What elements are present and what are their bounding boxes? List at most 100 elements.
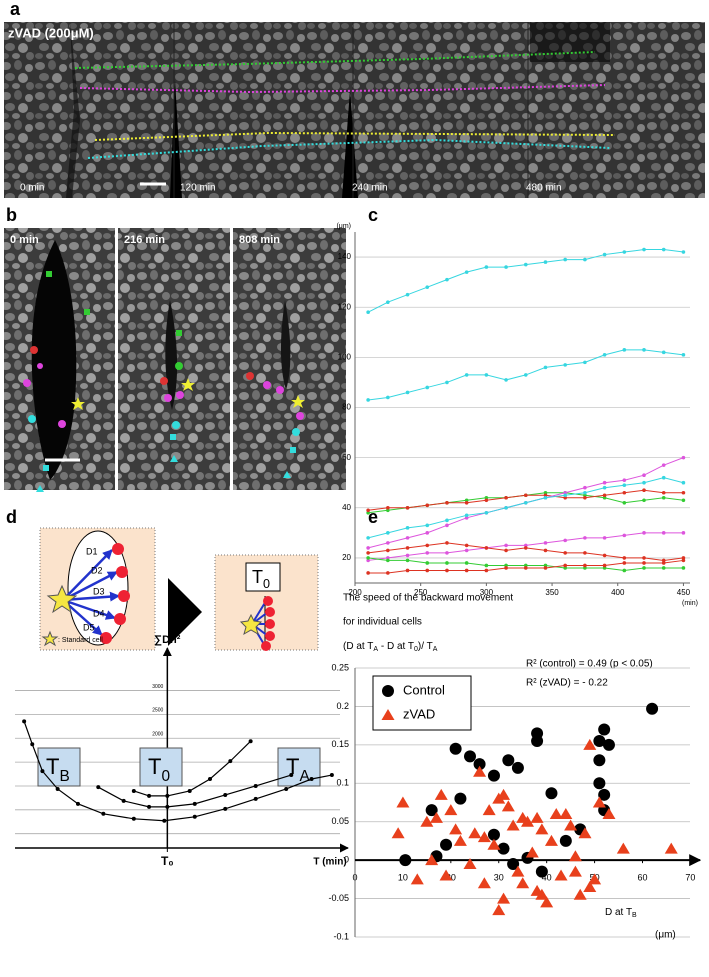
x-unit: (min) [682, 600, 698, 607]
y-tick-label: 0.05 [331, 816, 349, 826]
point [504, 566, 508, 570]
point [477, 831, 491, 843]
point [391, 827, 405, 839]
point [661, 490, 666, 495]
panel-label: d [6, 507, 17, 527]
point [559, 834, 572, 847]
point [563, 490, 567, 495]
point [121, 798, 126, 803]
distance-label: D1 [86, 546, 98, 556]
point [425, 543, 430, 548]
point [425, 568, 430, 573]
legend-label: Control [403, 682, 445, 697]
point [425, 385, 430, 390]
point [425, 804, 438, 817]
point [22, 719, 27, 724]
point [445, 561, 449, 565]
point [642, 498, 646, 503]
annotation: R² (zVAD) = - 0.22 [526, 678, 608, 689]
point [523, 373, 528, 377]
title-formula: (D at TA - D at T0)/ TA [343, 641, 438, 654]
point [487, 828, 500, 841]
point [192, 814, 197, 819]
panel-d-diagram [39, 527, 319, 651]
point [602, 493, 607, 498]
legend-marker [381, 709, 395, 720]
point [453, 834, 467, 846]
point [284, 786, 289, 791]
point [386, 395, 390, 400]
subscript: 0 [161, 768, 170, 785]
point [511, 761, 524, 774]
point [583, 360, 587, 365]
point [602, 808, 616, 820]
x-tick-label: T₀ [161, 854, 174, 868]
point [642, 566, 646, 570]
y-tick-label: 100 [338, 352, 352, 361]
panel-label: a [10, 0, 21, 19]
point [573, 888, 587, 900]
point [592, 796, 606, 808]
point [434, 788, 448, 800]
point [101, 811, 106, 816]
y-tick-label: 0.25 [331, 662, 349, 672]
point [75, 801, 80, 806]
point [602, 566, 607, 570]
point [449, 742, 462, 755]
y-label: ∑Dn² [154, 634, 181, 646]
panel-label: c [368, 205, 378, 225]
y-tick-label: 120 [338, 302, 352, 311]
point [583, 551, 587, 555]
tracked-cells [23, 271, 305, 492]
point [131, 816, 136, 821]
title-line: The speed of the backward movement [343, 593, 513, 604]
point [504, 265, 508, 269]
cells [100, 543, 130, 644]
point [248, 739, 253, 744]
point [484, 511, 489, 515]
point [664, 842, 678, 854]
point [162, 818, 167, 823]
point [405, 390, 410, 395]
point [454, 792, 467, 805]
point [543, 490, 548, 495]
point [661, 566, 666, 570]
point [386, 508, 390, 513]
point [593, 777, 606, 790]
point [309, 777, 314, 782]
point [568, 865, 582, 877]
point [583, 257, 587, 262]
distance-label: D2 [91, 565, 103, 575]
point [543, 365, 548, 370]
y-tick-label: -0.05 [328, 893, 349, 903]
x-tick-label: 350 [545, 588, 559, 597]
point [563, 563, 567, 568]
subscript: A [433, 646, 438, 653]
point [602, 252, 607, 257]
point [622, 533, 627, 538]
point [642, 531, 646, 535]
point [30, 742, 35, 747]
text-part: (D at T [343, 641, 373, 652]
seam [342, 90, 358, 198]
point [523, 566, 528, 570]
point [568, 850, 582, 862]
point [366, 546, 370, 550]
point [449, 823, 463, 835]
point [622, 490, 627, 495]
point [661, 531, 666, 535]
point [487, 838, 501, 850]
point [464, 548, 469, 553]
point [425, 285, 430, 289]
point [405, 505, 410, 510]
lumen [31, 240, 77, 480]
point [464, 270, 469, 274]
point [147, 793, 152, 798]
point [40, 769, 45, 774]
point [223, 806, 228, 811]
point [502, 754, 515, 767]
point [583, 563, 587, 568]
annotation: R² (control) = 0.49 (p < 0.05) [526, 659, 653, 670]
y-tick-label: 0.15 [331, 739, 349, 749]
x-label: T (min) [313, 857, 346, 868]
